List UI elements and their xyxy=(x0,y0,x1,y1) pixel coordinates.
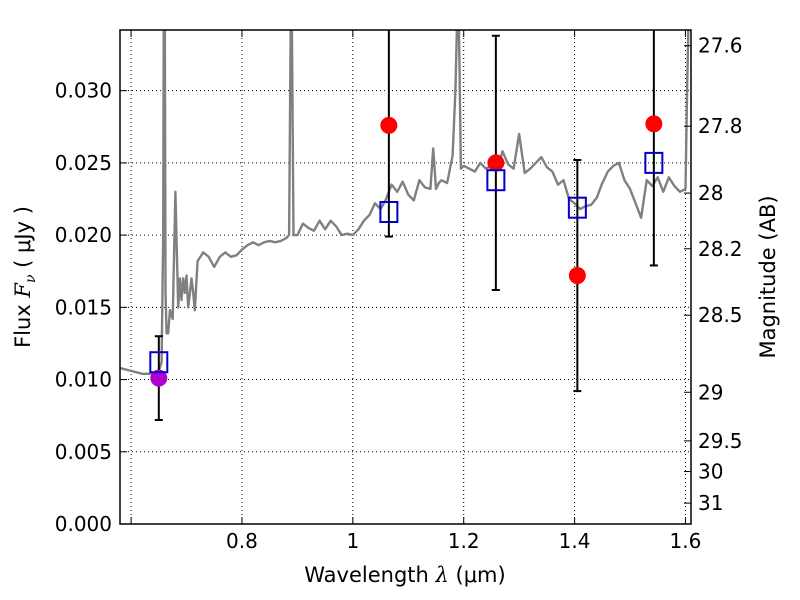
spectrum-layer xyxy=(120,30,690,375)
y2-tick-label: 28.2 xyxy=(698,237,743,261)
y-tick-label: 0.015 xyxy=(55,295,112,319)
y2-tick-label: 27.6 xyxy=(698,34,743,58)
observed-point xyxy=(568,267,586,285)
x-tick-label: 1.6 xyxy=(670,529,702,553)
y-tick-label: 0.020 xyxy=(55,223,112,247)
observed-point xyxy=(487,154,505,172)
model-point xyxy=(486,169,506,192)
x-axis-label: Wavelength λ (μm) xyxy=(304,563,505,587)
points-layer xyxy=(149,115,664,387)
model-point xyxy=(379,201,399,223)
y-tick-label: 0.010 xyxy=(55,368,112,392)
x-tick-label: 1 xyxy=(346,529,359,553)
spectrum-line xyxy=(120,30,690,375)
y-tick-label: 0.025 xyxy=(55,151,112,175)
y2-tick-label: 30 xyxy=(698,460,723,484)
y-axis-label: Flux Fν ( μJy ) xyxy=(11,206,39,348)
y2-axis-label: Magnitude (AB) xyxy=(756,195,780,358)
y2-tick-label: 29.5 xyxy=(698,429,743,453)
observed-point xyxy=(150,369,168,387)
model-point xyxy=(567,196,587,219)
y-tick-label: 0.030 xyxy=(55,79,112,103)
y2-tick-label: 28 xyxy=(698,181,723,205)
x-tick-label: 1.4 xyxy=(559,529,591,553)
x-tick-label: 0.8 xyxy=(226,529,258,553)
model-point xyxy=(149,351,169,374)
y2-tick-label: 31 xyxy=(698,491,723,515)
y-tick-label: 0.005 xyxy=(55,440,112,464)
plot-frame xyxy=(119,29,692,525)
y2-tick-label: 28.5 xyxy=(698,303,743,327)
y2-tick-label: 27.8 xyxy=(698,114,743,138)
model-point xyxy=(644,151,664,174)
observed-point xyxy=(645,115,663,133)
y2-tick-label: 29 xyxy=(698,380,723,404)
y-tick-label: 0.000 xyxy=(55,512,112,536)
observed-point xyxy=(380,116,398,134)
tick-layer: 0.8 1 1.2 1.4 1.6 0.000 0.005 0.010 0.015 0.020 0.… xyxy=(55,30,743,553)
x-tick-label: 1.2 xyxy=(448,529,480,553)
